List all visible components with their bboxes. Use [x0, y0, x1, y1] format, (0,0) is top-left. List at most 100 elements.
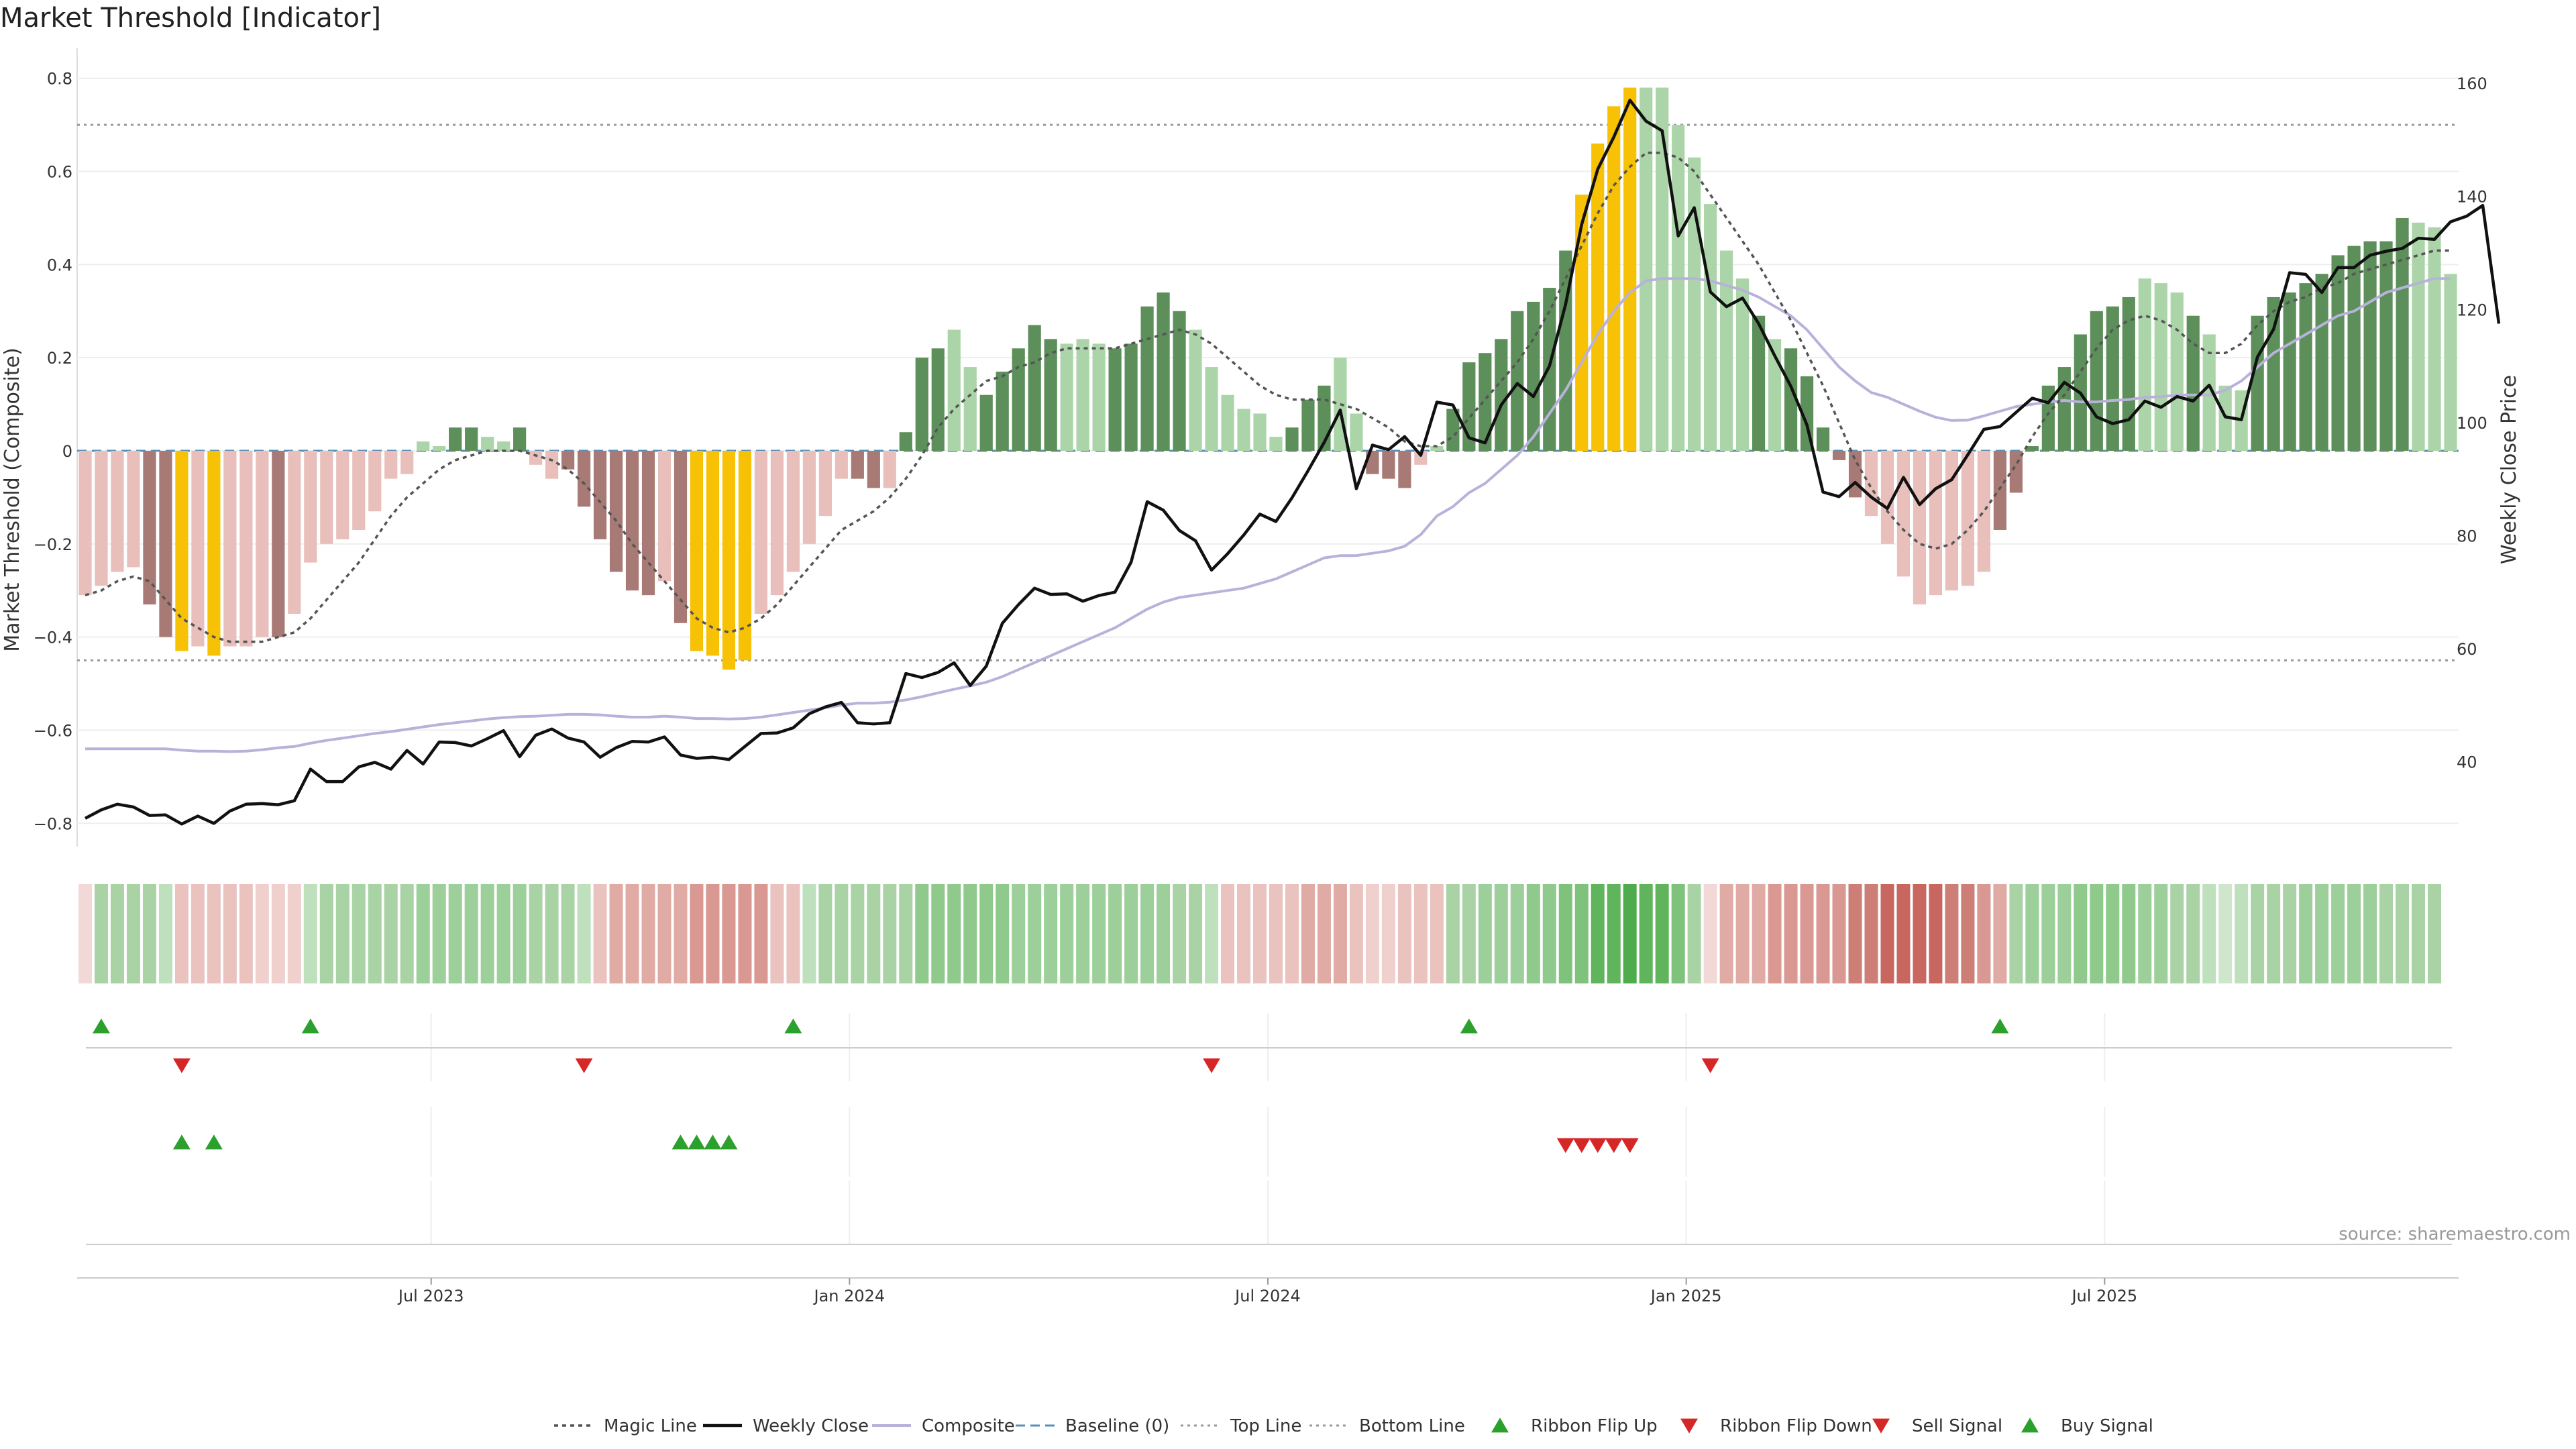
composite-bar	[1012, 348, 1025, 451]
ribbon-segment	[1494, 884, 1508, 983]
y-tick-label: 0.4	[47, 256, 72, 274]
composite-bar	[1350, 413, 1363, 451]
ribbon-segment	[818, 884, 833, 983]
ribbon-segment	[2315, 884, 2329, 983]
composite-bar	[1945, 451, 1959, 591]
composite-bar	[1446, 409, 1460, 451]
ribbon-segment	[191, 884, 205, 983]
composite-bar	[1575, 195, 1589, 451]
composite-bar	[947, 329, 961, 451]
composite-bar	[1157, 292, 1170, 451]
composite-bar	[1623, 87, 1637, 451]
composite-bar	[931, 348, 945, 451]
composite-bar	[2396, 217, 2409, 451]
ribbon-segment	[1092, 884, 1106, 983]
composite-bar	[2138, 278, 2151, 451]
legend-swatch	[1491, 1417, 1509, 1433]
y-tick-label: 0.2	[47, 349, 72, 368]
buy-signal-marker	[205, 1134, 223, 1150]
composite-bar	[1430, 446, 1444, 451]
composite-bar	[497, 441, 511, 451]
composite-bar	[1527, 301, 1540, 451]
ribbon-segment	[174, 884, 189, 983]
legend-label: Weekly Close	[753, 1416, 869, 1436]
ribbon-segment	[1719, 884, 1733, 983]
ribbon-segment	[239, 884, 253, 983]
ribbon-flip-down-marker	[172, 1058, 191, 1073]
ribbon-segment	[2283, 884, 2297, 983]
composite-bar	[1832, 451, 1846, 460]
composite-bar	[256, 451, 269, 637]
composite-bar	[272, 451, 285, 637]
ribbon-segment	[1317, 884, 1331, 983]
y-tick-label: −0.8	[34, 814, 72, 833]
composite-bar	[1977, 451, 1990, 572]
composite-bar	[883, 451, 896, 488]
ribbon-segment	[738, 884, 752, 983]
ribbon-flip-down-marker	[575, 1058, 593, 1073]
composite-bar	[1060, 343, 1073, 451]
ribbon-segment	[1558, 884, 1572, 983]
ribbon-segment	[287, 884, 301, 983]
ribbon-segment	[1205, 884, 1219, 983]
ribbon-segment	[1784, 884, 1798, 983]
composite-bar	[979, 394, 993, 451]
composite-bar	[2251, 315, 2264, 451]
ribbon-flip-up-marker	[1460, 1018, 1478, 1034]
legend-label: Top Line	[1230, 1416, 1301, 1436]
ribbon-segment	[899, 884, 913, 983]
composite-bar	[1028, 325, 1041, 451]
ribbon-segment	[1880, 884, 1894, 983]
ribbon-segment	[1221, 884, 1235, 983]
ribbon-segment	[2363, 884, 2377, 983]
ribbon-segment	[2267, 884, 2281, 983]
ribbon-segment	[1800, 884, 1814, 983]
ribbon-segment	[1639, 884, 1653, 983]
composite-bar	[143, 451, 156, 605]
buy-signal-marker	[720, 1134, 738, 1150]
composite-bar	[2412, 222, 2425, 451]
ribbon-segment	[448, 884, 462, 983]
composite-bar	[304, 451, 317, 563]
legend-item-composite: Composite	[872, 1416, 1015, 1436]
ribbon-segment	[963, 884, 977, 983]
composite-bar	[2202, 334, 2216, 451]
composite-bar	[1913, 451, 1927, 605]
composite-bar	[2154, 283, 2167, 451]
ribbon-segment	[1510, 884, 1524, 983]
weekly-close-line	[84, 99, 2501, 826]
ribbon-segment	[2379, 884, 2394, 983]
ribbon-segment	[1349, 884, 1363, 983]
buy-signal-marker	[672, 1134, 690, 1150]
ribbon-segment	[1044, 884, 1058, 983]
ribbon-segment	[1333, 884, 1347, 983]
composite-bar	[2444, 274, 2457, 451]
composite-bar	[1656, 87, 1669, 451]
line-series	[84, 99, 2501, 826]
y2-tick-label: 100	[2457, 414, 2487, 433]
ribbon-segment	[2138, 884, 2152, 983]
ribbon-segment	[1768, 884, 1782, 983]
legend-item-magic: Magic Line	[554, 1416, 697, 1436]
composite-bar	[561, 451, 575, 470]
composite-bar	[223, 451, 237, 647]
ribbon-segment	[1623, 884, 1637, 983]
ribbon-segment	[2299, 884, 2313, 983]
ribbon-segment	[416, 884, 430, 983]
source-note: source: sharemaestro.com	[2339, 1224, 2571, 1244]
ribbon-segment	[2428, 884, 2442, 983]
ribbon-panel	[78, 884, 2442, 983]
composite-bar	[1124, 343, 1138, 451]
composite-bar	[2267, 297, 2280, 451]
composite-bar	[802, 451, 816, 544]
composite-bar	[1301, 399, 1315, 451]
ribbon-segment	[1157, 884, 1171, 983]
composite-bar	[239, 451, 253, 647]
ribbon-segment	[1542, 884, 1556, 983]
sell-signal-marker	[1621, 1138, 1639, 1153]
composite-bar	[2170, 292, 2184, 451]
ribbon-segment	[1671, 884, 1685, 983]
ribbon-segment	[1961, 884, 1975, 983]
ribbon-segment	[1735, 884, 1750, 983]
ribbon-segment	[867, 884, 881, 983]
